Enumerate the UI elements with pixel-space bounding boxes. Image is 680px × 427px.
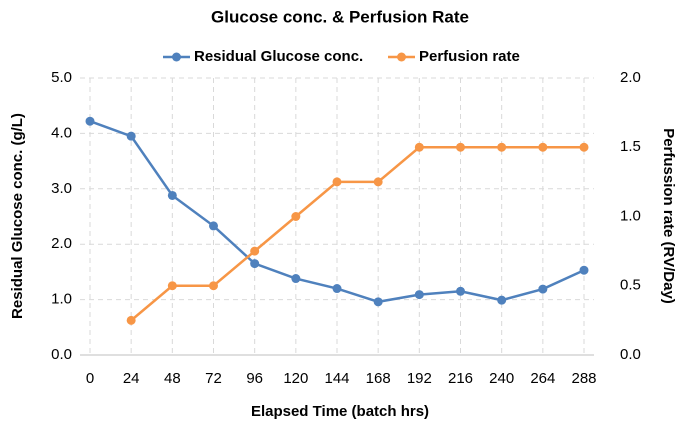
x-tick-label: 288 [571, 370, 596, 387]
data-point [209, 221, 218, 231]
data-point [250, 246, 260, 256]
x-tick-label: 120 [283, 370, 308, 387]
data-point [291, 274, 301, 284]
data-point [126, 315, 136, 325]
y2-axis-label: Perfussion rate (RV/Day) [660, 128, 677, 304]
data-point [456, 142, 465, 152]
data-point [579, 142, 589, 152]
y2-tick-label: 0.0 [620, 346, 641, 363]
x-tick-label: 168 [366, 370, 391, 387]
chart-title: Glucose conc. & Perfusion Rate [211, 7, 469, 26]
data-point [85, 116, 95, 126]
x-tick-label: 24 [123, 370, 140, 387]
data-point [332, 284, 342, 294]
data-point [373, 297, 383, 307]
y-tick-label: 4.0 [51, 124, 72, 141]
series-line [130, 146, 584, 322]
x-tick-label: 192 [407, 370, 432, 387]
y-tick-label: 1.0 [51, 291, 72, 308]
y2-tick-label: 1.0 [620, 207, 641, 224]
y-tick-label: 0.0 [51, 346, 72, 363]
data-point [209, 281, 218, 291]
y2-tick-label: 1.5 [620, 138, 641, 155]
data-point [414, 142, 424, 152]
legend-marker [172, 52, 181, 62]
legend-marker [397, 52, 406, 62]
y-tick-label: 3.0 [51, 180, 72, 197]
x-tick-label: 96 [246, 370, 263, 387]
data-point [250, 259, 260, 269]
data-point [538, 284, 548, 294]
legend-label: Perfusion rate [419, 48, 520, 65]
x-tick-label: 48 [164, 370, 181, 387]
data-point [167, 190, 177, 200]
data-point [373, 177, 383, 187]
x-tick-label: 0 [86, 370, 94, 387]
y-axis-label: Residual Glucose conc. (g/L) [9, 113, 26, 319]
y2-tick-label: 0.5 [620, 277, 641, 294]
x-tick-label: 144 [324, 370, 349, 387]
data-point [456, 286, 465, 296]
x-axis-label: Elapsed Time (batch hrs) [251, 403, 429, 420]
x-tick-label: 264 [530, 370, 555, 387]
y-tick-label: 5.0 [51, 69, 72, 86]
data-point [538, 142, 548, 152]
x-tick-label: 72 [205, 370, 222, 387]
data-point [414, 290, 424, 300]
data-point [126, 131, 136, 141]
y-tick-label: 2.0 [51, 235, 72, 252]
legend-label: Residual Glucose conc. [194, 48, 363, 65]
data-point [332, 177, 342, 187]
data-point [497, 295, 507, 305]
x-tick-label: 216 [448, 370, 473, 387]
data-point [167, 281, 177, 291]
y2-tick-label: 2.0 [620, 69, 641, 86]
data-point [497, 142, 507, 152]
data-point [579, 265, 589, 275]
data-point [291, 212, 301, 221]
x-tick-label: 240 [489, 370, 514, 387]
